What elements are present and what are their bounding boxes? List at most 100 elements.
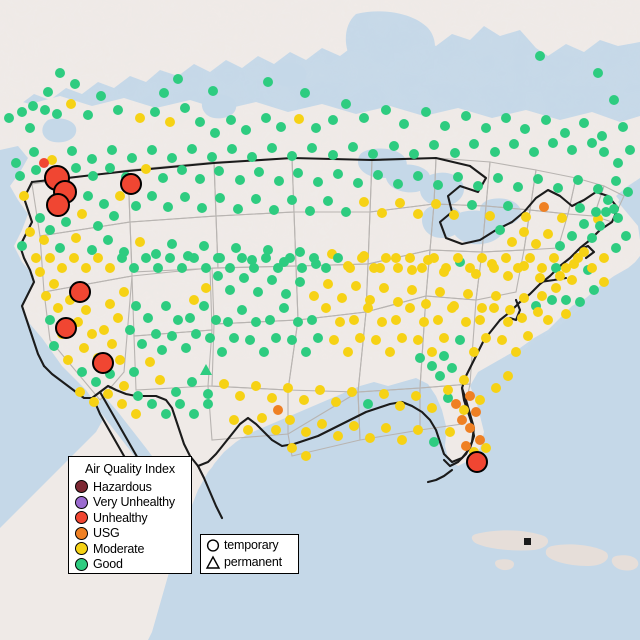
aqi-point — [106, 144, 118, 156]
aqi-point — [458, 374, 470, 386]
aqi-point — [260, 252, 272, 264]
aqi-point — [412, 424, 424, 436]
aqi-point — [118, 380, 130, 392]
aqi-point — [586, 232, 598, 244]
aqi-point — [310, 122, 322, 134]
aqi-point — [300, 346, 312, 358]
aqi-point — [620, 230, 632, 242]
aqi-point — [578, 218, 590, 230]
aqi-point — [510, 346, 522, 358]
aqi-point — [86, 328, 98, 340]
aqi-point — [438, 332, 450, 344]
aqi-point — [348, 420, 360, 432]
aqi-point — [534, 272, 546, 284]
aqi-point — [410, 390, 422, 402]
aqi-point — [76, 208, 88, 220]
aqi-point — [430, 198, 442, 210]
aqi-point — [68, 252, 80, 264]
aqi-point — [176, 164, 188, 176]
aqi-point — [188, 294, 200, 306]
aqi-point — [364, 294, 376, 306]
aqi-point — [489, 146, 501, 158]
aqi-point — [464, 422, 476, 434]
aqi-point — [488, 302, 500, 314]
aqi-point — [608, 94, 620, 106]
legend-item-usg[interactable]: USG — [75, 526, 185, 542]
aqi-point — [476, 252, 488, 264]
marker-shape-legend[interactable]: temporary permanent — [200, 534, 299, 574]
legend-item-unhealthy[interactable]: Unhealthy — [75, 510, 185, 526]
aqi-point — [422, 254, 434, 266]
aqi-point — [260, 112, 272, 124]
aqi-point — [190, 328, 202, 340]
aqi-point — [468, 138, 480, 150]
legend-label: Moderate — [93, 541, 145, 556]
aqi-point — [194, 116, 206, 128]
aqi-point — [296, 262, 308, 274]
aqi-point — [340, 206, 352, 218]
aqi-point — [98, 324, 110, 336]
legend-item-moderate[interactable]: Moderate — [75, 541, 185, 557]
aqi-point — [358, 112, 370, 124]
aqi-point — [142, 312, 154, 324]
aqi-point — [130, 408, 142, 420]
aqi-point — [617, 121, 629, 133]
legend-item-hazardous[interactable]: Hazardous — [75, 479, 185, 495]
legend-item-permanent[interactable]: permanent — [205, 554, 294, 571]
aqi-point — [438, 350, 450, 362]
aqi-point — [212, 252, 224, 264]
aqi-point — [166, 330, 178, 342]
aqi-point — [610, 242, 622, 254]
legend-item-temporary[interactable]: temporary — [205, 537, 294, 554]
aqi-point — [27, 100, 39, 112]
aqi-point — [286, 442, 298, 454]
legend-item-very-unhealthy[interactable]: Very Unhealthy — [75, 495, 185, 511]
aqi-point — [118, 246, 130, 258]
aqi-point — [566, 144, 578, 156]
aqi-point — [412, 170, 424, 182]
aqi-point — [116, 252, 128, 264]
highlighted-unhealthy-site — [120, 173, 142, 195]
aqi-point — [340, 98, 352, 110]
aqi-point — [266, 142, 278, 154]
aqi-point — [172, 73, 184, 85]
aqi-point — [502, 200, 514, 212]
aqi-point — [534, 50, 546, 62]
aqi-point — [114, 190, 126, 202]
aqi-point — [186, 143, 198, 155]
aqi-point — [480, 332, 492, 344]
aqi-point — [52, 302, 64, 314]
aqi-point — [206, 151, 218, 163]
aqi-point — [306, 314, 318, 326]
aqi-point — [322, 195, 334, 207]
aqi-point — [586, 262, 598, 274]
aqi-point — [150, 328, 162, 340]
aqi-point — [586, 137, 598, 149]
aqi-point — [506, 236, 518, 248]
aqi-legend[interactable]: Air Quality Index Hazardous Very Unhealt… — [68, 456, 192, 574]
aqi-point — [556, 212, 568, 224]
aqi-point — [114, 354, 126, 366]
aqi-point — [149, 106, 161, 118]
aqi-point — [246, 151, 258, 163]
aqi-point — [516, 312, 528, 324]
aqi-point — [480, 442, 492, 454]
aqi-point — [546, 294, 558, 306]
legend-item-good[interactable]: Good — [75, 557, 185, 573]
aqi-point — [396, 332, 408, 344]
aqi-point — [179, 191, 191, 203]
aqi-point — [434, 370, 446, 382]
aqi-point — [428, 252, 440, 264]
aqi-point — [372, 169, 384, 181]
caribbean-islands — [471, 530, 639, 571]
aqi-point — [490, 382, 502, 394]
aqi-point — [210, 314, 222, 326]
aqi-point — [622, 186, 634, 198]
aqi-point — [256, 412, 268, 424]
aqi-point — [442, 392, 454, 404]
aqi-point — [374, 262, 386, 274]
aqi-point — [474, 394, 486, 406]
aqi-point — [392, 262, 404, 274]
